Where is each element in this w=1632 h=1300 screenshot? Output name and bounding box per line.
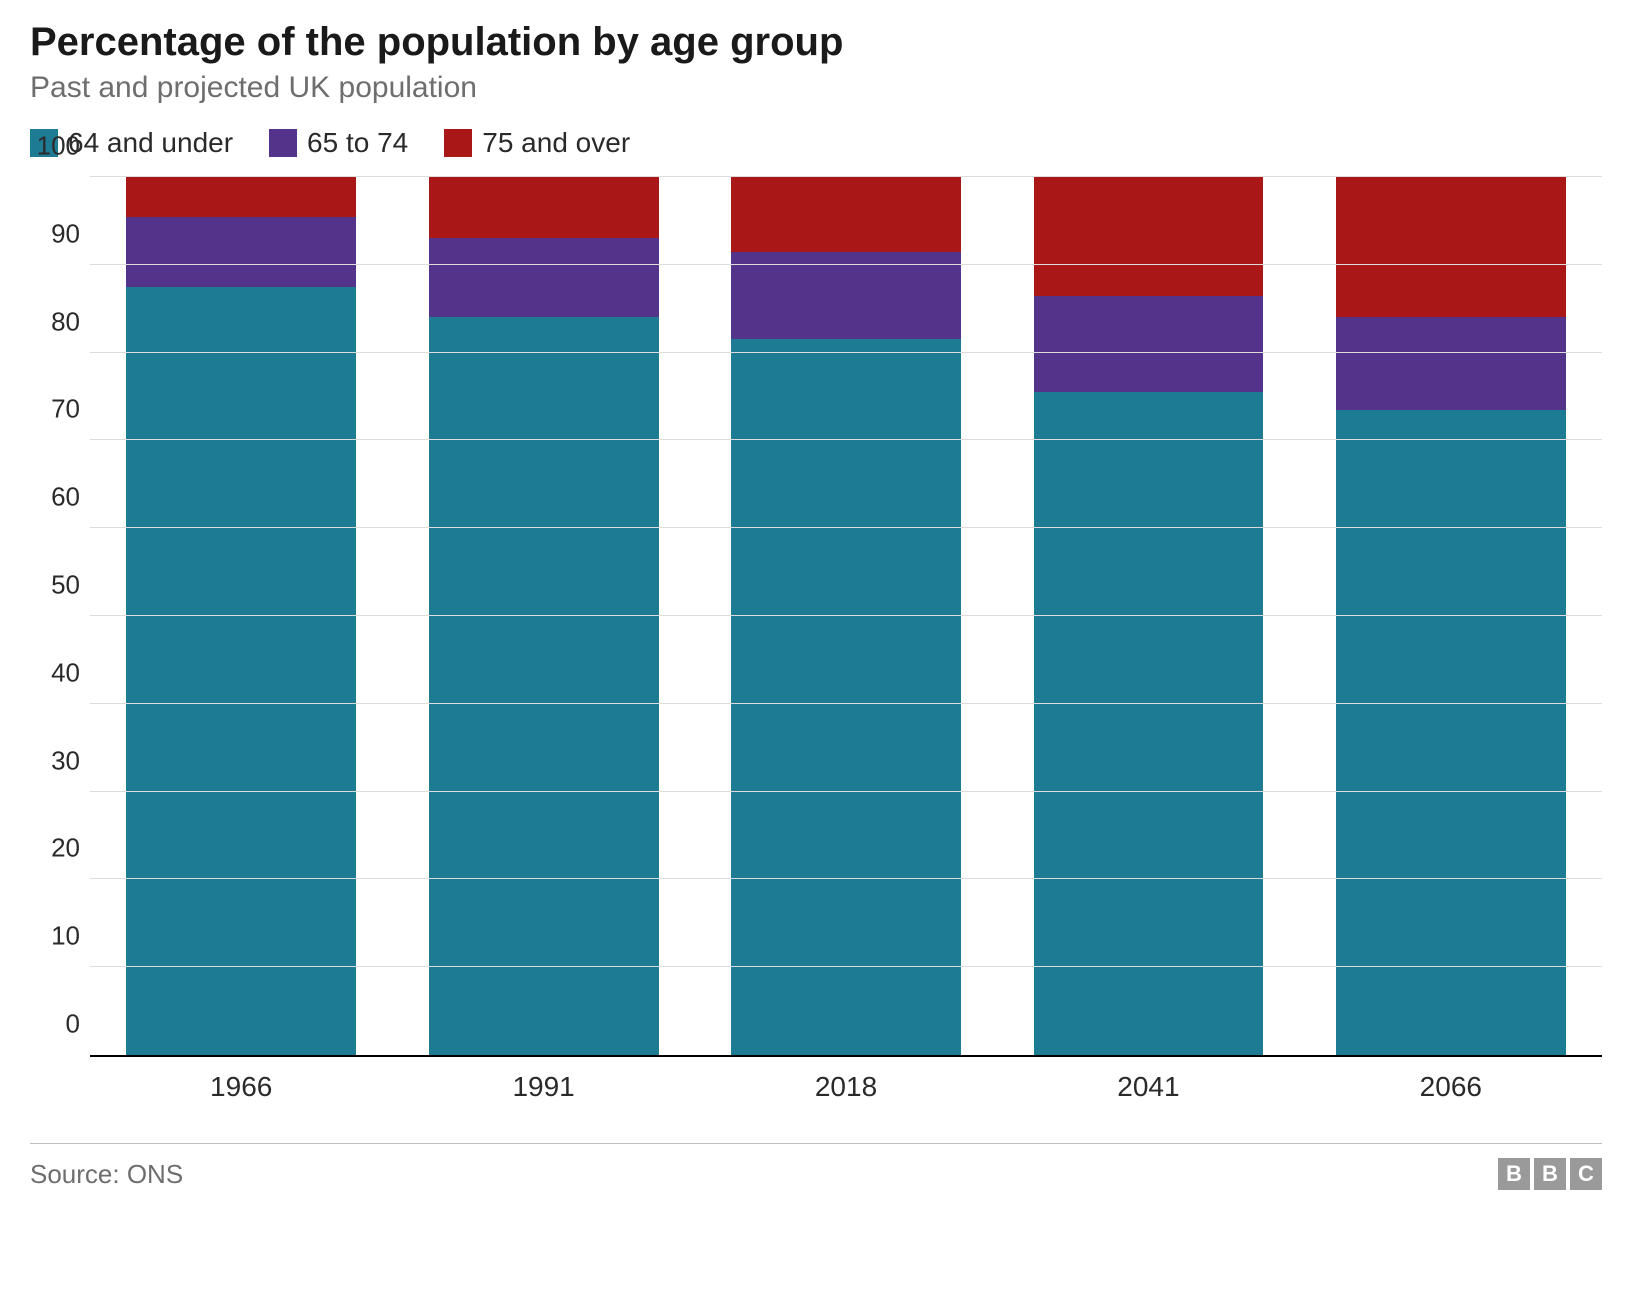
bar-segment bbox=[1034, 177, 1264, 296]
bar-slot bbox=[90, 177, 392, 1055]
attribution-box: C bbox=[1570, 1158, 1602, 1190]
bar-segment bbox=[731, 177, 961, 252]
x-tick-label: 2041 bbox=[997, 1071, 1299, 1103]
plot-area: 0102030405060708090100 bbox=[90, 177, 1602, 1057]
bar bbox=[1336, 177, 1566, 1055]
chart-container: Percentage of the population by age grou… bbox=[30, 20, 1602, 1190]
x-tick-label: 1966 bbox=[90, 1071, 392, 1103]
x-tick-label: 2066 bbox=[1300, 1071, 1602, 1103]
legend-label: 65 to 74 bbox=[307, 127, 408, 159]
bbc-attribution: BBC bbox=[1498, 1158, 1602, 1190]
y-tick-label: 80 bbox=[30, 306, 80, 337]
chart-title: Percentage of the population by age grou… bbox=[30, 20, 1602, 65]
gridline bbox=[90, 439, 1602, 440]
y-tick-label: 10 bbox=[30, 921, 80, 952]
gridline bbox=[90, 527, 1602, 528]
y-tick-label: 40 bbox=[30, 657, 80, 688]
y-tick-label: 90 bbox=[30, 218, 80, 249]
bar-segment bbox=[126, 177, 356, 217]
bar-segment bbox=[1336, 317, 1566, 409]
bar-segment bbox=[429, 238, 659, 317]
bar bbox=[126, 177, 356, 1055]
x-axis: 19661991201820412066 bbox=[90, 1071, 1602, 1103]
bar-slot bbox=[997, 177, 1299, 1055]
bar-segment bbox=[126, 217, 356, 287]
bar-segment bbox=[429, 317, 659, 1055]
y-tick-label: 100 bbox=[30, 131, 80, 162]
bar bbox=[1034, 177, 1264, 1055]
bar-segment bbox=[1034, 392, 1264, 1055]
bar-slot bbox=[695, 177, 997, 1055]
gridline bbox=[90, 352, 1602, 353]
x-tick-label: 1991 bbox=[392, 1071, 694, 1103]
bar-segment bbox=[1034, 296, 1264, 393]
y-tick-label: 20 bbox=[30, 833, 80, 864]
y-tick-label: 50 bbox=[30, 570, 80, 601]
gridline bbox=[90, 176, 1602, 177]
bar-slot bbox=[392, 177, 694, 1055]
chart-subtitle: Past and projected UK population bbox=[30, 71, 1602, 105]
bar bbox=[429, 177, 659, 1055]
legend-swatch bbox=[444, 129, 472, 157]
bar bbox=[731, 177, 961, 1055]
legend-label: 64 and under bbox=[68, 127, 233, 159]
bar-segment bbox=[429, 177, 659, 238]
attribution-box: B bbox=[1534, 1158, 1566, 1190]
y-tick-label: 60 bbox=[30, 482, 80, 513]
bar-segment bbox=[126, 287, 356, 1055]
legend-item: 65 to 74 bbox=[269, 127, 408, 159]
gridline bbox=[90, 878, 1602, 879]
gridline bbox=[90, 966, 1602, 967]
source-label: Source: ONS bbox=[30, 1159, 183, 1190]
attribution-box: B bbox=[1498, 1158, 1530, 1190]
chart-footer: Source: ONS BBC bbox=[30, 1143, 1602, 1190]
gridline bbox=[90, 264, 1602, 265]
bar-segment bbox=[1336, 410, 1566, 1055]
gridline bbox=[90, 791, 1602, 792]
legend: 64 and under 65 to 74 75 and over bbox=[30, 127, 1602, 159]
legend-swatch bbox=[269, 129, 297, 157]
bar-segment bbox=[1336, 177, 1566, 317]
legend-label: 75 and over bbox=[482, 127, 630, 159]
gridline bbox=[90, 615, 1602, 616]
y-tick-label: 70 bbox=[30, 394, 80, 425]
bar-slot bbox=[1300, 177, 1602, 1055]
y-tick-label: 30 bbox=[30, 745, 80, 776]
y-tick-label: 0 bbox=[30, 1009, 80, 1040]
legend-item: 75 and over bbox=[444, 127, 630, 159]
gridline bbox=[90, 703, 1602, 704]
bar-segment bbox=[731, 339, 961, 1055]
x-tick-label: 2018 bbox=[695, 1071, 997, 1103]
bars-group bbox=[90, 177, 1602, 1055]
